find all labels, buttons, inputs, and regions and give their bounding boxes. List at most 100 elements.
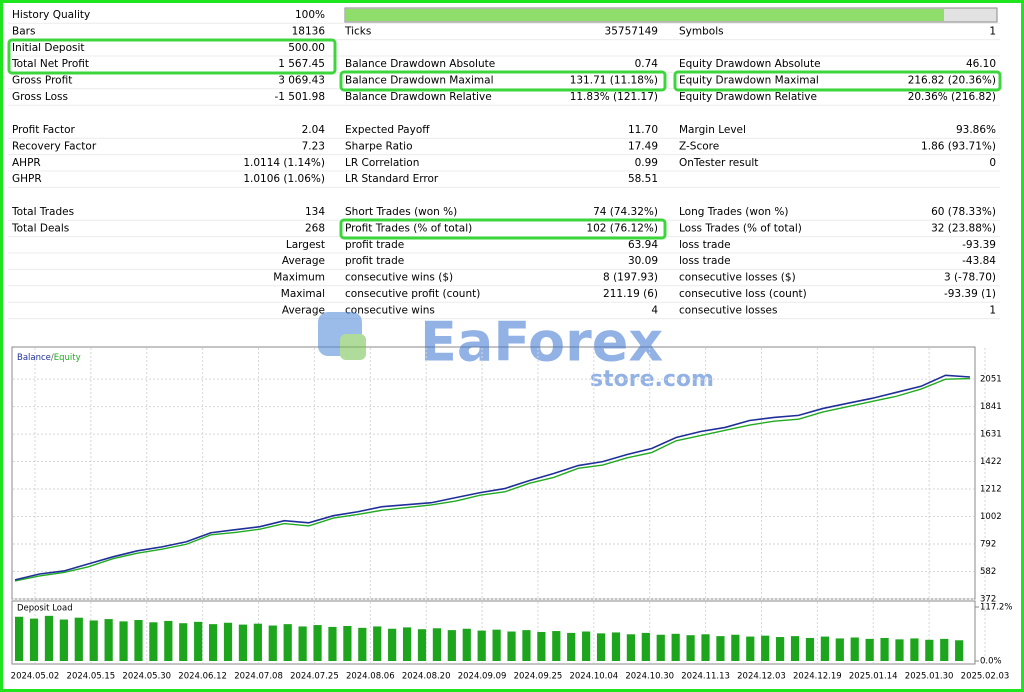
highlight-box (673, 70, 1002, 92)
row-value: 0 (989, 157, 996, 169)
row-label: Margin Level (679, 124, 746, 136)
bar (179, 623, 188, 661)
y-tick-label: 372 (980, 595, 996, 605)
row-label: consecutive profit (count) (345, 288, 480, 300)
bar (656, 634, 665, 661)
row-label: Average (282, 304, 325, 316)
row-label: consecutive losses ($) (679, 272, 796, 284)
legend-entry: Balance (17, 353, 51, 363)
row-label: Bars (12, 25, 35, 37)
bar (402, 627, 412, 661)
x-tick-label: 2024.08.06 (346, 672, 395, 682)
bar (701, 634, 710, 661)
y-tick-label: 1631 (980, 430, 1002, 440)
row-value: 7.23 (302, 140, 325, 152)
row-label: Gross Profit (12, 75, 72, 87)
row-value: 30.09 (628, 255, 658, 267)
bar (462, 628, 471, 661)
row-label: Symbols (679, 25, 724, 37)
row-value: 1.0106 (1.06%) (243, 173, 325, 185)
x-tick-label: 2024.09.09 (458, 672, 507, 682)
bar (790, 636, 800, 661)
bar (895, 639, 904, 661)
bar (15, 616, 24, 661)
bar (298, 626, 307, 661)
bar (373, 626, 382, 661)
bar (805, 637, 815, 661)
row-label: Long Trades (won %) (679, 206, 788, 218)
row-label: loss trade (679, 255, 731, 267)
bar (641, 632, 650, 661)
row-value: 102 (76.12%) (586, 222, 658, 234)
row-value: 0.99 (635, 157, 658, 169)
bar (507, 631, 516, 661)
legend-entry: / (51, 353, 54, 363)
watermark-site: store.com (590, 367, 714, 392)
x-tick-label: 2024.10.30 (625, 672, 674, 682)
bar (552, 631, 561, 661)
row-label: Short Trades (won %) (345, 206, 457, 218)
row-label: Balance Drawdown Maximal (345, 75, 494, 87)
y-tick-label: 2051 (980, 375, 1002, 385)
row-value: 11.83% (121.17) (570, 91, 658, 103)
bar (731, 634, 740, 661)
bar (223, 622, 233, 661)
row-label: Loss Trades (% of total) (679, 222, 802, 234)
row-label: consecutive losses (679, 304, 777, 316)
row-label: Largest (286, 239, 325, 251)
row-label: Total Deals (11, 222, 69, 234)
row-value: 2.04 (302, 124, 326, 136)
y-tick-label: 582 (980, 567, 996, 577)
bar (537, 631, 546, 661)
x-tick-label: 2024.12.19 (793, 672, 842, 682)
bar (925, 639, 934, 661)
row-label: profit trade (345, 255, 404, 267)
y-tick-label: 117.2% (980, 603, 1012, 613)
x-tick-label: 2025.01.14 (849, 672, 898, 682)
row-label: Ticks (344, 25, 371, 37)
bar (194, 621, 203, 661)
x-tick-label: 2024.07.25 (290, 672, 339, 682)
bar (582, 631, 591, 661)
y-tick-label: 1002 (980, 512, 1002, 522)
row-label: consecutive wins (345, 304, 435, 316)
row-value: -93.39 (1) (944, 288, 996, 300)
bar (134, 619, 143, 661)
bar (596, 633, 606, 661)
watermark-logo (340, 334, 366, 360)
bar (29, 618, 39, 661)
bar (940, 638, 949, 661)
bar (716, 636, 725, 661)
row-value: 0.74 (635, 58, 659, 70)
x-tick-label: 2024.07.08 (234, 672, 283, 682)
bar (343, 625, 352, 661)
row-label: Profit Factor (12, 124, 76, 136)
row-label: Equity Drawdown Absolute (679, 58, 821, 70)
x-tick-label: 2024.05.02 (11, 672, 60, 682)
row-value: 1 (989, 25, 996, 37)
legend-entry: Equity (54, 353, 81, 363)
row-label: Sharpe Ratio (345, 140, 413, 152)
quality-bar-fill (346, 9, 944, 21)
x-tick-label: 2024.05.30 (122, 672, 171, 682)
highlight-box (339, 218, 667, 240)
bar (776, 637, 785, 661)
row-label: Balance Drawdown Absolute (345, 58, 495, 70)
x-tick-label: 2025.02.03 (961, 672, 1010, 682)
row-label: consecutive wins ($) (345, 272, 453, 284)
row-label: profit trade (345, 239, 404, 251)
row-value: 93.86% (956, 124, 996, 136)
bar (253, 623, 262, 661)
bar (477, 630, 486, 661)
row-label: Expected Payoff (345, 124, 430, 136)
row-value: 60 (78.33%) (931, 206, 996, 218)
row-value: 11.70 (628, 124, 658, 136)
row-value: 8 (197.93) (603, 272, 658, 284)
row-label: Recovery Factor (12, 140, 97, 152)
bar (417, 629, 427, 661)
bar (910, 638, 919, 661)
y-tick-label: 792 (980, 539, 996, 549)
bar (955, 640, 964, 661)
